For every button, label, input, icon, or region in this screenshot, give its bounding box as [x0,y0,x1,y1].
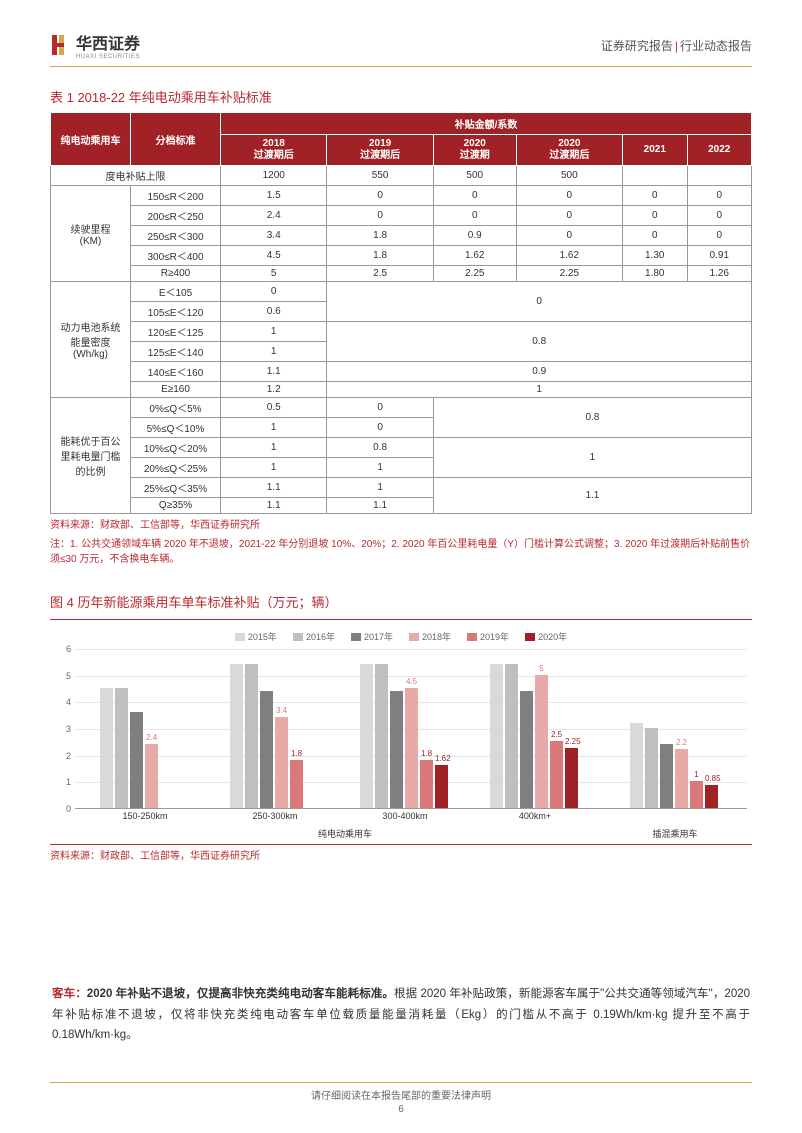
bar [245,664,258,808]
bar: 3.4 [275,717,288,808]
subsidy-table: 纯电动乘用车分档标准补贴金额/系数2018过渡期后2019过渡期后2020过渡期… [50,112,752,514]
y-tick: 1 [66,777,71,787]
bar [490,664,503,808]
bar: 1.8 [420,760,433,808]
bar-group: 4.51.81.62 [360,664,448,808]
bar [260,691,273,808]
bar-value-label: 1 [690,770,703,779]
legend-item: 2019年 [467,630,509,643]
bar-group: 3.41.8 [230,664,318,808]
bar [660,744,673,808]
y-tick: 3 [66,724,71,734]
bar: 0.85 [705,785,718,808]
bar-value-label: 2.5 [550,730,563,739]
chart-source: 资料来源：财政部、工信部等，华西证券研究所 [50,849,752,864]
legend-item: 2017年 [351,630,393,643]
page-footer: 请仔细阅读在本报告尾部的重要法律声明 6 [0,1082,802,1115]
bar-group: 2.4 [100,688,188,808]
x-label: 300-400km [382,811,427,821]
chart-area: 0123456 2.43.41.84.51.81.6252.52.252.210… [55,649,747,839]
bar: 2.5 [550,741,563,808]
footer-rule [50,1082,752,1083]
chart-box: 2015年 2016年 2017年 2018年 2019年 2020年 0 1 2 3 4 5 6 2… [50,619,752,845]
bar: 2.25 [565,748,578,808]
table-note: 注：1. 公共交通领域车辆 2020 年不退坡，2021-22 年分别退坡 10… [50,537,752,567]
bar: 5 [535,675,548,808]
x-label: 250-300km [252,811,297,821]
chart-legend: 2015年 2016年 2017年 2018年 2019年 2020年 [55,630,747,643]
bar-value-label: 2.25 [565,737,578,746]
bar [645,728,658,808]
bar: 1.8 [290,760,303,808]
table-source: 资料来源：财政部、工信部等，华西证券研究所 [50,518,752,533]
header-right: 证券研究报告|行业动态报告 [601,37,752,54]
bar-value-label: 1.62 [435,754,448,763]
page-header: 华西证券 HUAXI SECURITIES 证券研究报告|行业动态报告 [50,30,752,67]
gridline [75,649,747,650]
body-paragraph: 客车：2020 年补贴不退坡，仅提高非快充类纯电动客车能耗标准。根据 2020 … [50,984,752,1046]
legend-item: 2020年 [525,630,567,643]
x-sublabel: 纯电动乘用车 [318,827,372,840]
footer-text: 请仔细阅读在本报告尾部的重要法律声明 [311,1091,491,1102]
bar [390,691,403,808]
bar: 2.4 [145,744,158,808]
table-title: 表 1 2018-22 年纯电动乘用车补贴标准 [50,87,752,106]
legend-item: 2015年 [235,630,277,643]
y-tick: 0 [66,804,71,814]
bar: 1.62 [435,765,448,808]
x-label: 400km+ [519,811,551,821]
x-label: 150-250km [122,811,167,821]
bar [520,691,533,808]
bar [630,723,643,808]
bar [360,664,373,808]
bar-value-label: 1.8 [420,749,433,758]
bar-value-label: 0.85 [705,774,718,783]
body-lead: 客车： [52,988,87,1000]
x-sublabel: 插混乘用车 [652,827,697,840]
logo-text-cn: 华西证券 [76,30,140,54]
legend-item: 2018年 [409,630,451,643]
y-axis: 0123456 [55,649,73,809]
bar-value-label: 4.5 [405,677,418,686]
body-bold: 2020 年补贴不退坡，仅提高非快充类纯电动客车能耗标准。 [87,988,394,1000]
logo-icon [50,33,70,57]
logo-text-en: HUAXI SECURITIES [76,54,140,60]
bar: 2.2 [675,749,688,808]
bar-value-label: 1.8 [290,749,303,758]
bar-value-label: 2.4 [145,733,158,742]
y-tick: 6 [66,644,71,654]
header-right-b: 行业动态报告 [680,39,752,53]
bar: 1 [690,781,703,808]
bar-value-label: 3.4 [275,706,288,715]
bar-value-label: 5 [535,664,548,673]
legend-item: 2016年 [293,630,335,643]
page-number: 6 [0,1104,802,1115]
y-tick: 2 [66,751,71,761]
bar-group: 2.210.85 [630,723,718,808]
bar-group: 52.52.25 [490,664,578,808]
header-sep: | [675,39,678,53]
bar [230,664,243,808]
chart-title: 图 4 历年新能源乘用车单车标准补贴（万元；辆） [50,592,752,611]
chart-plot: 2.43.41.84.51.81.6252.52.252.210.85 [75,649,747,809]
bar [115,688,128,808]
bar: 4.5 [405,688,418,808]
bar [130,712,143,808]
bar [100,688,113,808]
y-tick: 5 [66,671,71,681]
logo: 华西证券 HUAXI SECURITIES [50,30,140,60]
bar-value-label: 2.2 [675,738,688,747]
y-tick: 4 [66,697,71,707]
bar [375,664,388,808]
header-right-a: 证券研究报告 [601,39,673,53]
bar [505,664,518,808]
